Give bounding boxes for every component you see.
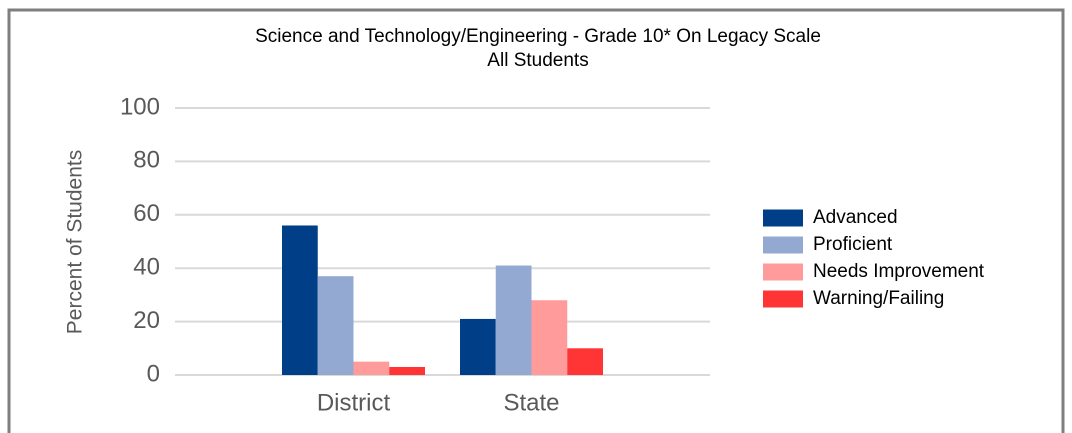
y-tick-label: 60 [133, 200, 160, 227]
x-tick-label: District [317, 389, 391, 416]
bar [495, 265, 532, 375]
bar [282, 225, 318, 375]
legend-swatch [763, 290, 803, 308]
chart-title: Science and Technology/Engineering - Gra… [255, 26, 821, 47]
legend-label: Advanced [813, 207, 898, 228]
bar [353, 361, 390, 375]
legend-label: Warning/Failing [813, 288, 944, 309]
x-tick-label: State [503, 389, 559, 416]
chart-subtitle: All Students [487, 50, 588, 71]
legend-swatch [763, 236, 803, 254]
bar [460, 318, 496, 375]
y-tick-label: 40 [133, 254, 160, 281]
legend-label: Proficient [813, 234, 893, 255]
y-tick-label: 80 [133, 147, 160, 174]
bar [317, 276, 354, 375]
legend-swatch [763, 209, 803, 227]
y-tick-label: 20 [133, 307, 160, 334]
legend-swatch [763, 263, 803, 281]
y-axis-label: Percent of Students [64, 150, 87, 334]
y-tick-label: 100 [120, 93, 160, 120]
bar [567, 348, 603, 375]
y-tick-label: 0 [147, 360, 160, 387]
bar [389, 366, 425, 375]
legend-label: Needs Improvement [813, 261, 985, 282]
bar [531, 300, 568, 375]
